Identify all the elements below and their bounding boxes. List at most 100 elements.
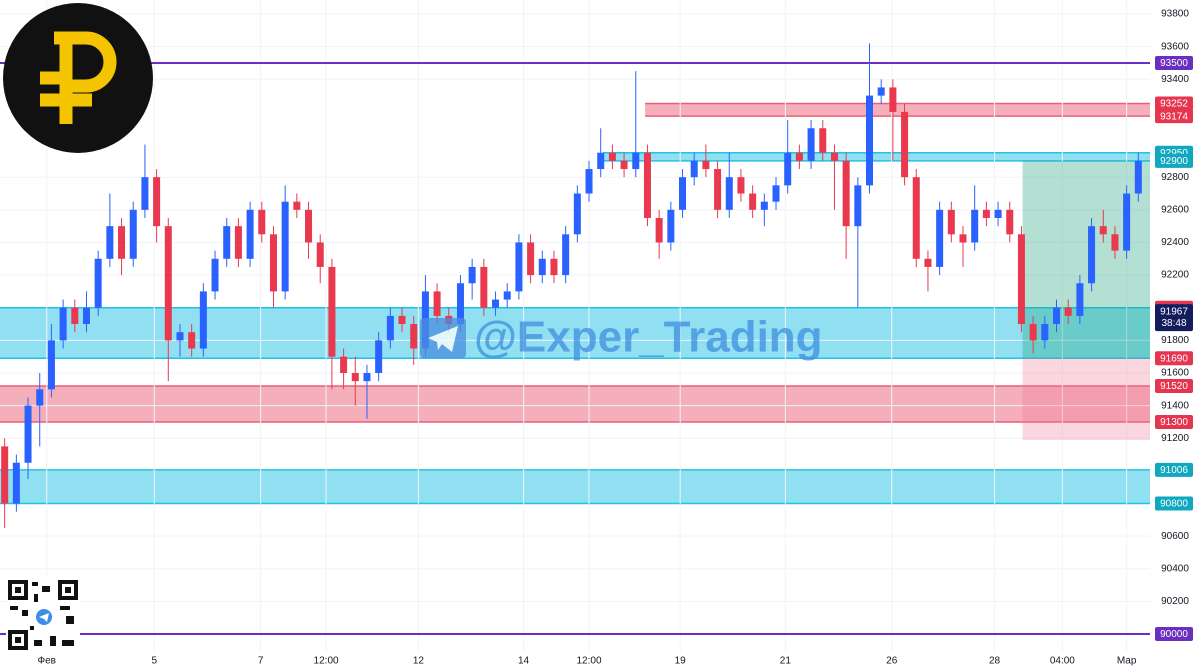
price-label: 93500 [1160,58,1188,69]
position-box [1022,160,1150,440]
candle-body [24,405,32,463]
price-label-box [1155,351,1193,366]
last-price-box [1155,304,1193,332]
candle-body [620,160,628,170]
candle-body [866,95,874,186]
candle-body [164,226,172,341]
y-tick-label: 91400 [1161,400,1189,411]
candle-body [655,217,663,243]
candle-body [234,226,242,259]
time-axis [0,652,1150,670]
x-tick-label: 21 [780,656,792,667]
candle-body [71,307,79,325]
y-tick-label: 93800 [1161,9,1189,20]
price-label-box [1155,379,1193,394]
candle-body [959,234,967,243]
y-tick-label: 92200 [1161,270,1189,281]
telegram-icon [420,318,466,358]
candle-body [1052,307,1061,325]
price-label: 92900 [1160,156,1188,167]
candle-body [258,209,266,235]
candle-body [47,340,55,390]
candle-body [1111,234,1119,251]
candle-body [82,307,90,325]
candle-body [842,160,850,227]
x-tick-label: 26 [886,656,898,667]
candle-body [188,332,196,349]
candle-body [702,160,710,170]
candle-body [503,291,511,300]
candle-body [492,299,500,308]
candle-body [1123,193,1131,251]
candle-body [316,242,324,267]
y-tick-label: 91800 [1161,335,1189,346]
price-label-box [1155,55,1193,70]
candle-body [527,242,535,276]
candle-body [433,291,441,316]
candle-body [807,128,815,161]
zone [0,469,1150,504]
candle-body [305,209,313,243]
candle-body [632,152,640,170]
zone [645,103,1150,117]
price-label: 91520 [1160,381,1188,392]
candle-body [1006,209,1014,235]
candle-body [667,209,675,243]
x-tick-label: 04:00 [1050,656,1075,667]
candle-body [153,177,161,227]
price-label-box [1155,462,1193,477]
candle-body [176,332,184,341]
y-tick-label: 91600 [1161,368,1189,379]
candle-body [679,177,687,210]
price-label-box [1155,627,1193,642]
price-label: 93252 [1160,99,1188,110]
y-tick-label: 91200 [1161,433,1189,444]
candle-body [585,169,593,194]
price-label: 91006 [1160,465,1188,476]
candle-body [690,160,698,178]
candle-body [889,87,897,112]
ruble-logo [3,3,153,153]
candle-body [550,258,558,276]
candle-body [725,177,733,210]
price-label-box [1155,153,1193,168]
last-price: 91967 [1160,306,1188,317]
candle-body [795,152,803,161]
y-tick-label: 92400 [1161,237,1189,248]
zone [0,386,1150,422]
candle-body [1088,226,1096,284]
candles [1,43,1142,528]
candle-body [1064,307,1072,316]
candle-body [1099,226,1107,235]
candle-body [597,152,605,170]
candle-body [59,307,67,341]
candle-body [480,266,488,308]
x-tick-label: 12 [413,656,425,667]
candle-body [328,266,336,357]
candle-body [515,242,523,292]
price-label-box [1155,414,1193,429]
candle-body [351,372,359,382]
candle-body [573,193,581,235]
candle-body [398,315,406,325]
candle-body [211,258,219,292]
candle-body [199,291,207,349]
candle-body [936,209,944,267]
zones [0,102,1150,505]
y-tick-label: 93400 [1161,74,1189,85]
candle-body [772,185,780,202]
price-label: 90800 [1160,499,1188,510]
candle-body [293,201,301,210]
candle-body [363,372,371,382]
candle-body [830,152,838,161]
candle-body [223,226,231,259]
candle-body [410,324,418,349]
candle-body [643,152,651,218]
candle-body [877,87,885,96]
candle-body [246,209,254,259]
candle-body [129,209,137,259]
candle-body [36,389,44,406]
candle-body [386,315,394,341]
candle-body [947,209,955,235]
